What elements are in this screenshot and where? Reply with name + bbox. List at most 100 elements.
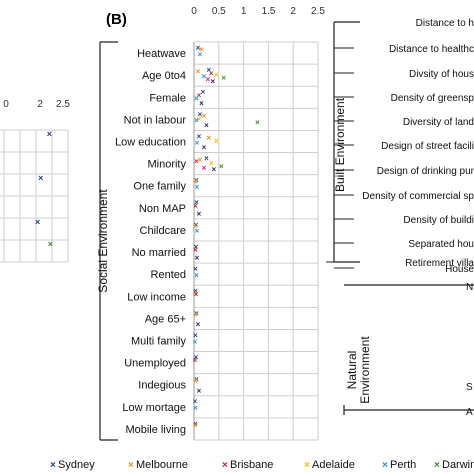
legend-marker: × [128, 460, 134, 471]
data-point-marker: × [211, 77, 216, 86]
built-environment-item: Divsity of hous [409, 69, 474, 80]
data-point-marker: × [193, 222, 198, 231]
category-labels: Heatwave Age 0to4 Female Not in labour Low e… [115, 48, 186, 436]
category-label: Female [149, 92, 186, 104]
natural-environment-fragments: N S A [466, 282, 473, 418]
x-tick-label: 0 [191, 6, 197, 17]
data-point-marker: × [199, 45, 204, 54]
data-point-marker: × [193, 419, 198, 428]
built-environment-item: Design of drinking pur [377, 166, 474, 177]
legend-marker: × [382, 460, 388, 471]
left-data-point-marker: × [48, 239, 53, 249]
natural-environment-item: S [466, 382, 473, 393]
data-point-marker: × [193, 337, 198, 346]
natural-environment-item: A [466, 407, 473, 418]
data-point-marker: × [193, 377, 198, 386]
data-point-marker: × [194, 309, 199, 318]
data-point-marker: × [197, 91, 202, 100]
built-environment-item: Density of greensp [391, 93, 474, 104]
built-environment-item: Retirement villa [405, 258, 474, 269]
legend-label: Darwin [442, 459, 474, 471]
left-x-tick-label: 2 [37, 99, 43, 110]
data-point-marker: × [193, 265, 198, 274]
built-environment-item: Density of commercial sp [362, 191, 474, 202]
category-label: Low income [127, 291, 186, 303]
data-point-marker: × [194, 116, 199, 125]
data-point-marker: × [221, 74, 226, 83]
data-point-marker: × [198, 50, 203, 59]
left-x-tick-label: 2.5 [56, 99, 70, 110]
legend-label: Melbourne [136, 459, 188, 471]
legend-marker: × [304, 460, 310, 471]
built-environment-item: House [445, 264, 474, 275]
data-point-marker: × [193, 201, 198, 210]
data-point-marker: × [214, 70, 219, 79]
data-point-marker: × [195, 138, 200, 147]
data-point-marker: × [212, 165, 217, 174]
data-point-marker: × [195, 183, 200, 192]
built-environment-item: Density of buildi [403, 215, 474, 226]
data-point-marker: × [204, 154, 209, 163]
data-point-marker: × [193, 178, 198, 187]
data-point-marker: × [214, 137, 219, 146]
data-point-marker: × [193, 397, 198, 406]
x-tick-label: 1 [241, 6, 247, 17]
data-point-marker: × [194, 157, 199, 166]
left-plot-grid [0, 129, 69, 263]
data-point-marker: × [196, 67, 201, 76]
data-point-marker: × [193, 421, 198, 430]
data-point-marker: × [209, 159, 214, 168]
category-label: Age 0to4 [142, 70, 186, 82]
data-point-marker: × [193, 246, 198, 255]
legend-marker: × [50, 460, 56, 471]
category-label: Unemployed [124, 358, 186, 370]
data-point-marker: × [201, 88, 206, 97]
category-label: No married [132, 247, 186, 259]
legend-marker: × [222, 460, 228, 471]
category-label: Low mortage [122, 402, 186, 414]
data-point-marker: × [206, 75, 211, 84]
legend: × Sydney × Melbourne × Brisbane × Adelaide × Pert… [50, 459, 474, 471]
category-label: Multi family [131, 336, 187, 348]
left-data-point-marker: × [35, 217, 40, 227]
left-partial-panel: 022.5 ×××××× [0, 99, 70, 263]
category-label: Minority [147, 159, 186, 171]
natural-environment-bracket: NaturalEnvironment [343, 284, 474, 415]
natural-environment-item: N [466, 282, 473, 293]
data-point-marker: × [196, 43, 201, 52]
data-point-marker: × [202, 143, 207, 152]
built-environment-item: Diversity of land [403, 117, 474, 128]
left-data-markers: ×××××× [35, 129, 53, 249]
category-label: Rented [151, 269, 186, 281]
category-label: Age 65+ [145, 313, 186, 325]
data-point-marker: × [198, 110, 203, 119]
data-point-marker: × [193, 310, 198, 319]
category-label: Heatwave [137, 48, 186, 60]
built-environment-item: Separated hou [408, 239, 474, 250]
data-point-marker: × [195, 254, 200, 263]
category-label: Indegious [138, 380, 186, 392]
x-tick-label: 1.5 [261, 6, 275, 17]
data-point-marker: × [197, 386, 202, 395]
built-environment-item: Design of street facili [381, 141, 474, 152]
data-point-marker: × [194, 220, 199, 229]
category-label: Low education [115, 137, 186, 149]
built-environment-bracket: Built Environment [333, 21, 360, 263]
data-point-marker: × [202, 164, 207, 173]
data-point-marker: × [194, 375, 199, 384]
data-point-marker: × [196, 320, 201, 329]
built-environment-item: Distance to h [416, 18, 474, 29]
x-tick-label: 0.5 [212, 6, 226, 17]
data-point-marker: × [197, 209, 202, 218]
data-point-marker: × [199, 99, 204, 108]
category-label: Mobile living [125, 424, 186, 436]
data-point-marker: × [193, 288, 198, 297]
left-x-tick-labels: 0 2 2.5 [3, 99, 70, 110]
legend-label: Perth [390, 459, 416, 471]
legend-label: Brisbane [230, 459, 273, 471]
social-environment-label: Social Environment [96, 189, 110, 293]
left-data-point-marker: × [47, 129, 52, 139]
data-point-marker: × [207, 134, 212, 143]
data-point-marker: × [255, 118, 260, 127]
